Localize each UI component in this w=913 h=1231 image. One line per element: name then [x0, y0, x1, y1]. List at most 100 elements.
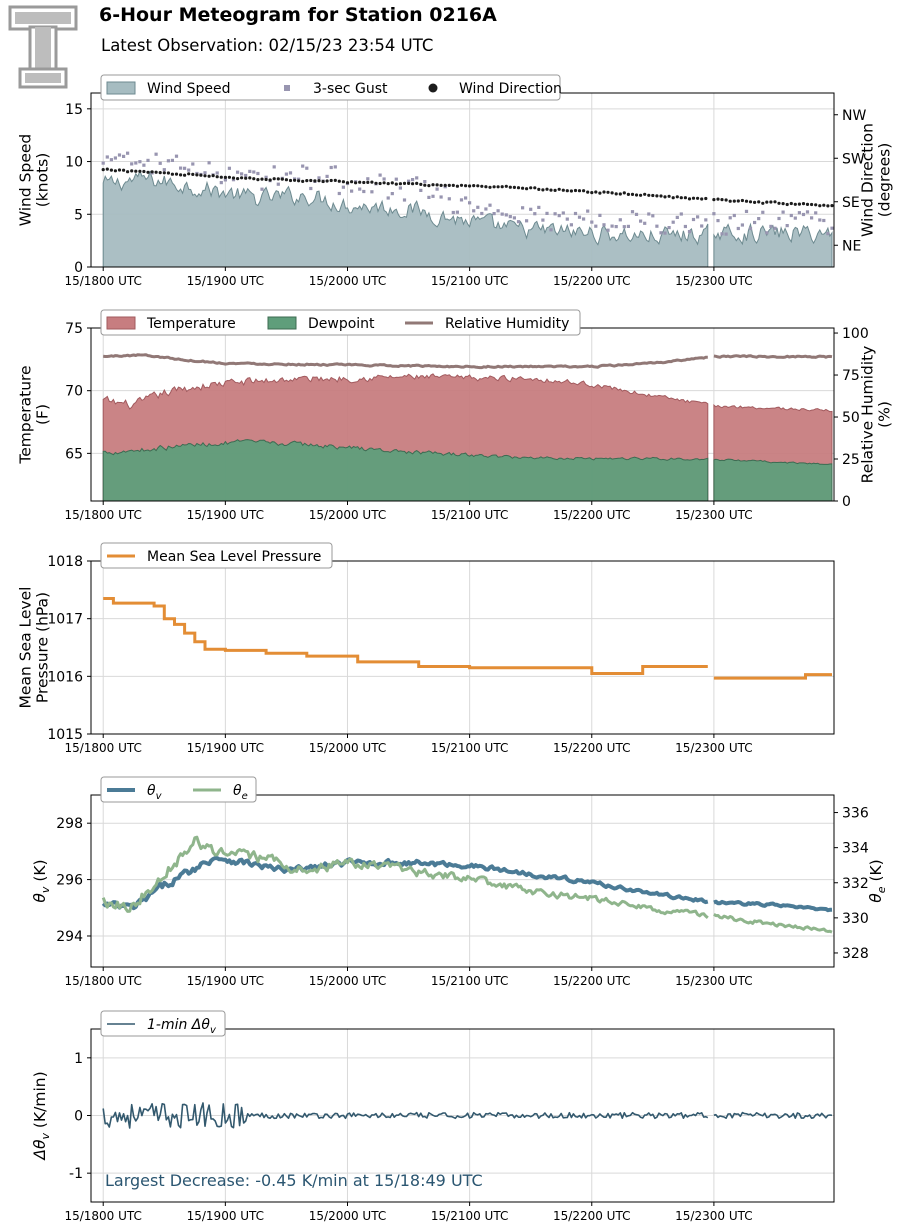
direction-point: [345, 181, 350, 185]
gust-point: [341, 185, 345, 189]
direction-point: [757, 200, 761, 204]
gust-point: [533, 212, 537, 216]
right-tick-label: SW: [842, 151, 865, 167]
gust-point: [174, 154, 179, 158]
y-tick-label: 1015: [47, 727, 83, 743]
direction-point: [378, 181, 382, 186]
direction-point: [691, 196, 696, 200]
legend-swatch-dewpoint: [267, 316, 297, 330]
gust-point: [761, 210, 765, 214]
direction-point: [174, 172, 179, 176]
plot-area: [102, 1102, 833, 1129]
gust-point: [797, 211, 801, 215]
direction-point: [525, 187, 529, 191]
direction-point: [122, 168, 126, 172]
gust-point: [439, 195, 443, 199]
gust-point: [500, 212, 504, 216]
gust-point: [728, 216, 732, 220]
direction-point: [663, 195, 667, 199]
gust-point: [773, 226, 777, 230]
gust-point: [301, 164, 305, 168]
gust-point: [309, 186, 313, 191]
x-tick-label: 15/1800 UTC: [64, 508, 141, 522]
gust-point: [655, 224, 659, 228]
gust-point: [504, 213, 508, 217]
gust-point: [431, 194, 435, 198]
direction-point: [179, 173, 183, 177]
gust-point: [805, 210, 810, 214]
grid-lines: [91, 1029, 834, 1202]
legend-swatch-direction: [428, 83, 438, 93]
y-tick-label: 75: [65, 321, 83, 337]
right-tick-label: NW: [842, 108, 866, 124]
gust-point: [166, 159, 170, 163]
direction-point: [317, 179, 321, 183]
legend-label: 3-sec Gust: [313, 81, 388, 97]
gust-point: [785, 224, 789, 228]
gust-point: [179, 166, 183, 170]
gust-point: [618, 218, 622, 222]
direction-point: [126, 170, 130, 174]
direction-point: [439, 183, 443, 187]
gust-point: [207, 161, 211, 165]
direction-point: [158, 171, 162, 175]
legend-swatch-gust: [284, 85, 290, 91]
gust-point: [724, 232, 728, 236]
gust-point: [696, 215, 700, 219]
direction-point: [268, 178, 272, 182]
gust-point: [801, 212, 806, 217]
gust-point: [423, 180, 427, 184]
right-axis-label: (%): [876, 401, 894, 428]
direction-point: [573, 188, 578, 193]
gust-point: [586, 209, 590, 213]
gust-point: [362, 189, 366, 194]
left-axis-label: (F): [34, 404, 52, 425]
largest-decrease-annotation: Largest Decrease: -0.45 K/min at 15/18:4…: [105, 1171, 483, 1190]
gust-point: [272, 165, 276, 169]
gust-point: [700, 224, 704, 228]
direction-point: [814, 203, 818, 207]
legend-box: [100, 1010, 226, 1037]
gust-point: [101, 161, 105, 165]
direction-point: [618, 192, 622, 196]
gust-point: [553, 212, 557, 216]
gust-point: [386, 196, 390, 200]
direction-point: [830, 204, 834, 208]
right-tick-label: NE: [842, 238, 861, 254]
left-axis-label: Δθv (K/min): [31, 1071, 52, 1160]
gust-point: [810, 216, 814, 220]
direction-point: [382, 181, 386, 185]
gust-point: [227, 166, 231, 170]
x-tick-label: 15/2100 UTC: [431, 1209, 508, 1223]
direction-point: [773, 200, 777, 204]
right-axis-label: (degrees): [876, 143, 894, 218]
y-tick-label: 10: [65, 155, 83, 171]
right-tick-label: 328: [842, 946, 869, 962]
plot-frame: [90, 794, 835, 968]
direction-point: [236, 177, 240, 181]
gust-point: [219, 181, 223, 185]
direction-point: [577, 189, 582, 193]
direction-point: [272, 177, 276, 181]
gust-point: [516, 220, 521, 224]
gust-point: [777, 216, 781, 221]
chart-panel-delta: 15/1800 UTC 15/1900 UTC 15/2000 UTC 15/2100…: [31, 1010, 835, 1223]
left-axis-label: Mean Sea Level: [17, 587, 35, 709]
gust-point: [240, 172, 244, 176]
x-tick-label: 15/2000 UTC: [309, 974, 386, 988]
direction-point: [602, 190, 606, 194]
gust-point: [390, 192, 394, 196]
direction-point: [630, 192, 635, 196]
direction-point: [545, 187, 549, 191]
gust-point: [647, 212, 651, 216]
direction-point: [785, 202, 789, 207]
direction-point: [712, 198, 716, 202]
direction-point: [610, 191, 614, 195]
direction-point: [496, 185, 500, 189]
gust-point: [492, 212, 496, 216]
gust-point: [358, 187, 362, 191]
gust-point: [537, 205, 541, 209]
gust-point: [126, 151, 130, 155]
direction-point: [683, 196, 688, 200]
gust-point: [459, 198, 464, 202]
